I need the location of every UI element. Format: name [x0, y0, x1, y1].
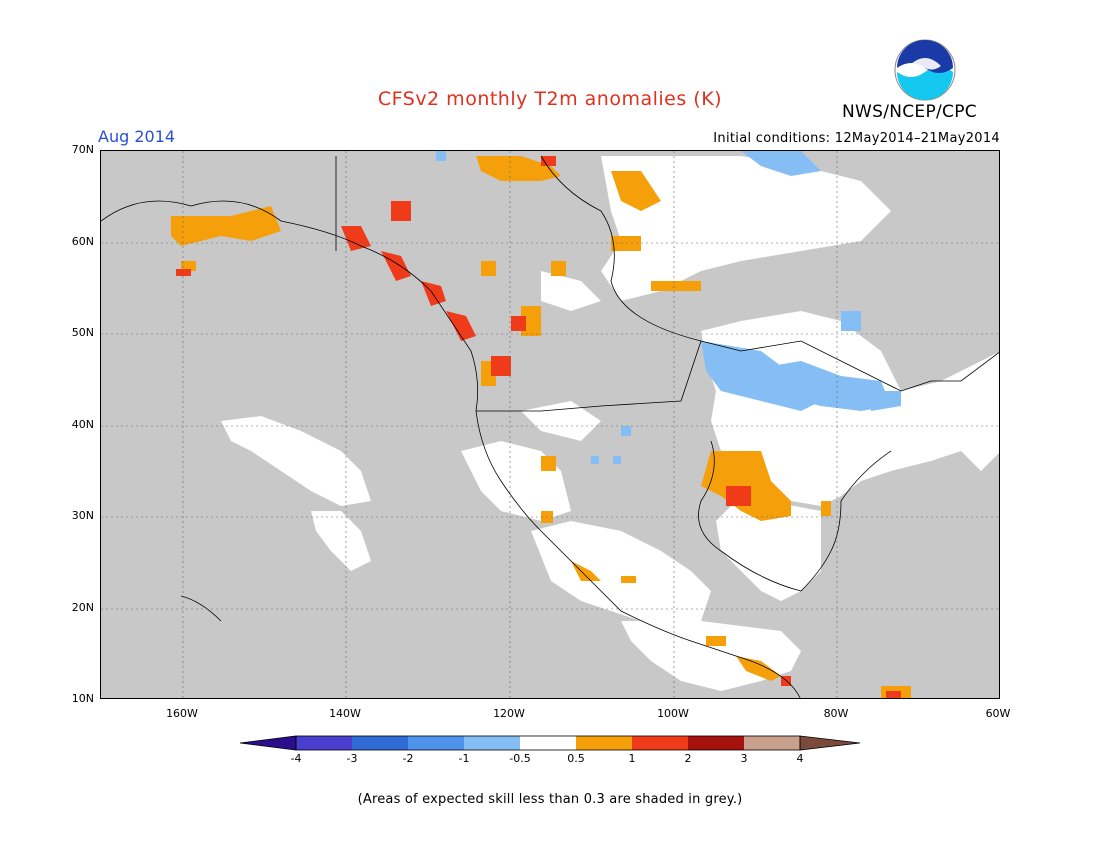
lat-label-70n: 70N: [71, 143, 94, 156]
colorbar-label: 1: [628, 752, 636, 765]
skill-footnote: (Areas of expected skill less than 0.3 a…: [357, 792, 743, 807]
colorbar-bin: [464, 736, 520, 750]
initial-conditions-label: Initial conditions: 12May2014–21May2014: [713, 131, 1000, 146]
colorbar-right-arrow: [800, 736, 860, 750]
lon-label-120w: 120W: [493, 707, 525, 720]
above-normal-regions: [171, 156, 911, 698]
lon-label-100w: 100W: [657, 707, 689, 720]
colorbar-label: 2: [684, 752, 692, 765]
agency-label: NWS/NCEP/CPC: [842, 102, 977, 122]
colorbar-left-arrow: [240, 736, 296, 750]
colorbar-label: -2: [402, 752, 414, 765]
month-label: Aug 2014: [98, 127, 176, 146]
colorbar-label: -0.5: [509, 752, 531, 765]
colorbar: [240, 735, 860, 751]
colorbar-bin: [352, 736, 408, 750]
colorbar-bin: [520, 736, 576, 750]
colorbar-label: 4: [796, 752, 804, 765]
colorbar-label: 3: [740, 752, 748, 765]
lat-label-40n: 40N: [71, 418, 94, 431]
colorbar-bin: [688, 736, 744, 750]
colorbar-bin: [296, 736, 352, 750]
warm-anomaly-regions: [176, 156, 901, 698]
lat-label-30n: 30N: [71, 509, 94, 522]
colorbar-label: -4: [290, 752, 302, 765]
colorbar-bin: [632, 736, 688, 750]
map-panel: [100, 150, 1000, 699]
map-canvas: [101, 151, 999, 698]
lon-label-160w: 160W: [166, 707, 198, 720]
below-normal-regions: [436, 151, 901, 464]
lon-label-80w: 80W: [823, 707, 849, 720]
graticule: [101, 151, 999, 698]
colorbar-bin: [744, 736, 800, 750]
colorbar-bin: [408, 736, 464, 750]
colorbar-label: 0.5: [567, 752, 585, 765]
colorbar-label: -3: [346, 752, 358, 765]
colorbar-bin: [576, 736, 632, 750]
lon-label-140w: 140W: [329, 707, 361, 720]
lat-label-50n: 50N: [71, 326, 94, 339]
lat-label-60n: 60N: [71, 235, 94, 248]
coastlines: [101, 155, 999, 698]
noaa-logo-icon: [894, 39, 956, 101]
lon-label-60w: 60W: [985, 707, 1011, 720]
lat-label-20n: 20N: [71, 601, 94, 614]
map-title: CFSv2 monthly T2m anomalies (K): [377, 88, 723, 110]
lat-label-10n: 10N: [71, 692, 94, 705]
colorbar-label: -1: [458, 752, 470, 765]
